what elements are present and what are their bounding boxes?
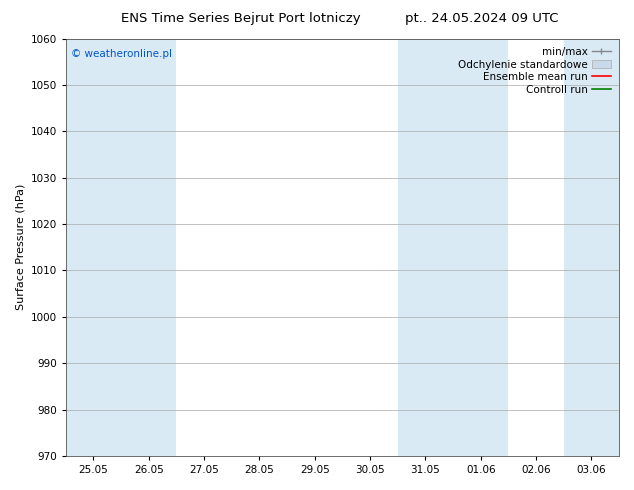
Text: © weatheronline.pl: © weatheronline.pl [72,49,172,59]
Text: pt.. 24.05.2024 09 UTC: pt.. 24.05.2024 09 UTC [405,12,559,25]
Bar [398,39,453,456]
Y-axis label: Surface Pressure (hPa): Surface Pressure (hPa) [15,184,25,311]
Bar [453,39,508,456]
Legend: min/max, Odchylenie standardowe, Ensemble mean run, Controll run: min/max, Odchylenie standardowe, Ensembl… [455,44,614,98]
Bar [66,39,121,456]
Bar [564,39,619,456]
Bar [121,39,176,456]
Text: ENS Time Series Bejrut Port lotniczy: ENS Time Series Bejrut Port lotniczy [121,12,361,25]
